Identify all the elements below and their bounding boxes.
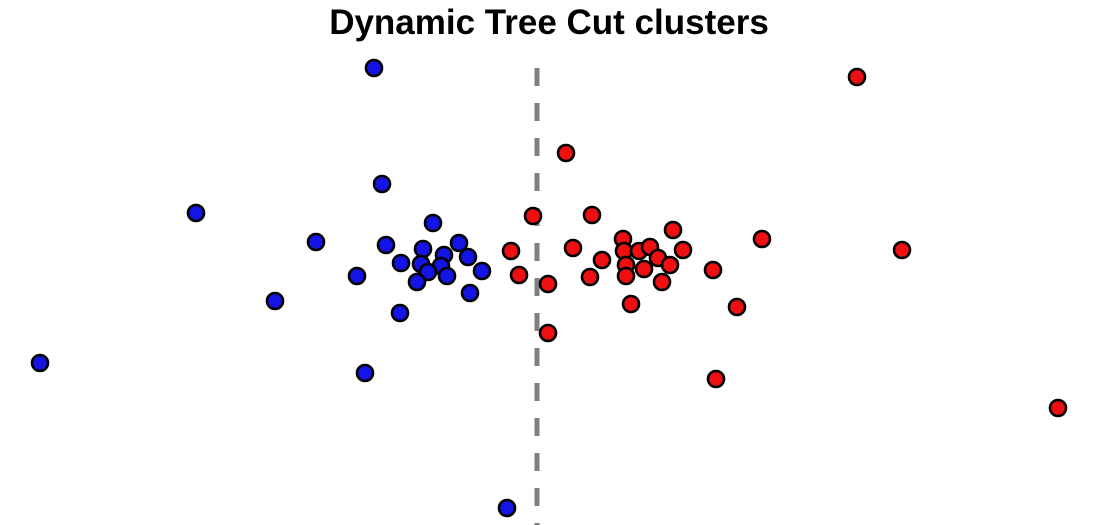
data-point-cluster-1-blue <box>355 363 375 383</box>
data-point-cluster-1-blue <box>458 247 478 267</box>
data-point-cluster-1-blue <box>265 291 285 311</box>
data-point-cluster-2-red <box>706 369 726 389</box>
data-point-cluster-2-red <box>582 205 602 225</box>
data-point-cluster-2-red <box>523 206 543 226</box>
data-point-cluster-2-red <box>847 67 867 87</box>
data-point-cluster-1-blue <box>437 266 457 286</box>
data-point-cluster-1-blue <box>391 253 411 273</box>
data-point-cluster-1-blue <box>372 174 392 194</box>
data-point-cluster-2-red <box>703 260 723 280</box>
data-point-cluster-2-red <box>1048 398 1068 418</box>
data-point-cluster-2-red <box>752 229 772 249</box>
data-point-cluster-2-red <box>592 250 612 270</box>
data-point-cluster-2-red <box>563 238 583 258</box>
data-point-cluster-2-red <box>580 267 600 287</box>
data-point-cluster-2-red <box>663 220 683 240</box>
data-point-cluster-1-blue <box>449 233 469 253</box>
chart-title: Dynamic Tree Cut clusters <box>329 3 769 42</box>
data-point-cluster-1-blue <box>472 261 492 281</box>
data-point-cluster-2-red <box>556 143 576 163</box>
data-point-cluster-1-blue <box>306 232 326 252</box>
data-point-cluster-1-blue <box>497 498 517 518</box>
data-point-cluster-2-red <box>538 274 558 294</box>
data-point-cluster-2-red <box>621 294 641 314</box>
data-point-cluster-2-red <box>673 240 693 260</box>
data-point-cluster-2-red <box>538 323 558 343</box>
data-point-cluster-1-blue <box>364 58 384 78</box>
data-point-cluster-1-blue <box>460 283 480 303</box>
data-point-cluster-1-blue <box>30 353 50 373</box>
data-point-cluster-2-red <box>634 259 654 279</box>
data-point-cluster-2-red <box>727 297 747 317</box>
data-point-cluster-1-blue <box>407 272 427 292</box>
data-point-cluster-1-blue <box>413 239 433 259</box>
data-point-cluster-1-blue <box>423 213 443 233</box>
data-point-cluster-2-red <box>660 255 680 275</box>
data-point-cluster-1-blue <box>376 235 396 255</box>
data-point-cluster-1-blue <box>347 266 367 286</box>
data-point-cluster-2-red <box>892 240 912 260</box>
data-point-cluster-2-red <box>616 266 636 286</box>
data-point-cluster-2-red <box>501 241 521 261</box>
data-point-cluster-2-red <box>652 272 672 292</box>
data-point-cluster-1-blue <box>390 303 410 323</box>
data-point-cluster-2-red <box>509 265 529 285</box>
data-point-cluster-1-blue <box>186 203 206 223</box>
